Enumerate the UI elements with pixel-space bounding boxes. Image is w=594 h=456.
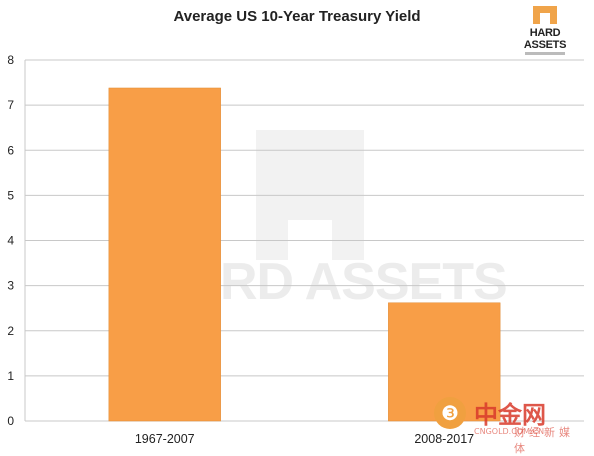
cngold-name: 中金网 — [474, 401, 546, 429]
y-tick-label: 7 — [7, 98, 14, 112]
y-tick-label: 5 — [7, 188, 14, 202]
y-tick-label: 1 — [7, 369, 14, 383]
cngold-watermark: ❸ 中金网 CNGOLD.COM.CN 财经新媒体 — [434, 391, 584, 455]
bar — [108, 87, 221, 422]
cngold-tagline: 财经新媒体 — [514, 426, 574, 455]
watermark-text: RD ASSETS — [220, 253, 508, 311]
y-tick-label: 0 — [7, 414, 14, 428]
y-tick-label: 6 — [7, 143, 14, 157]
y-tick-label: 2 — [7, 324, 14, 338]
logo-mark-icon — [533, 6, 557, 24]
hard-assets-logo: HARD ASSETS — [510, 6, 580, 55]
y-tick-label: 4 — [7, 234, 14, 248]
y-tick-label: 3 — [7, 279, 14, 293]
x-tick-label: 1967-2007 — [135, 432, 195, 446]
logo-subline — [525, 52, 565, 55]
cngold-icon: ❸ — [434, 397, 466, 429]
logo-text: HARD ASSETS — [523, 27, 567, 51]
chart-title: Average US 10-Year Treasury Yield — [173, 8, 421, 25]
cngold-url: CNGOLD.COM.CN — [474, 427, 545, 436]
x-tick-label: 2008-2017 — [414, 432, 474, 446]
y-tick-label: 8 — [7, 53, 14, 67]
